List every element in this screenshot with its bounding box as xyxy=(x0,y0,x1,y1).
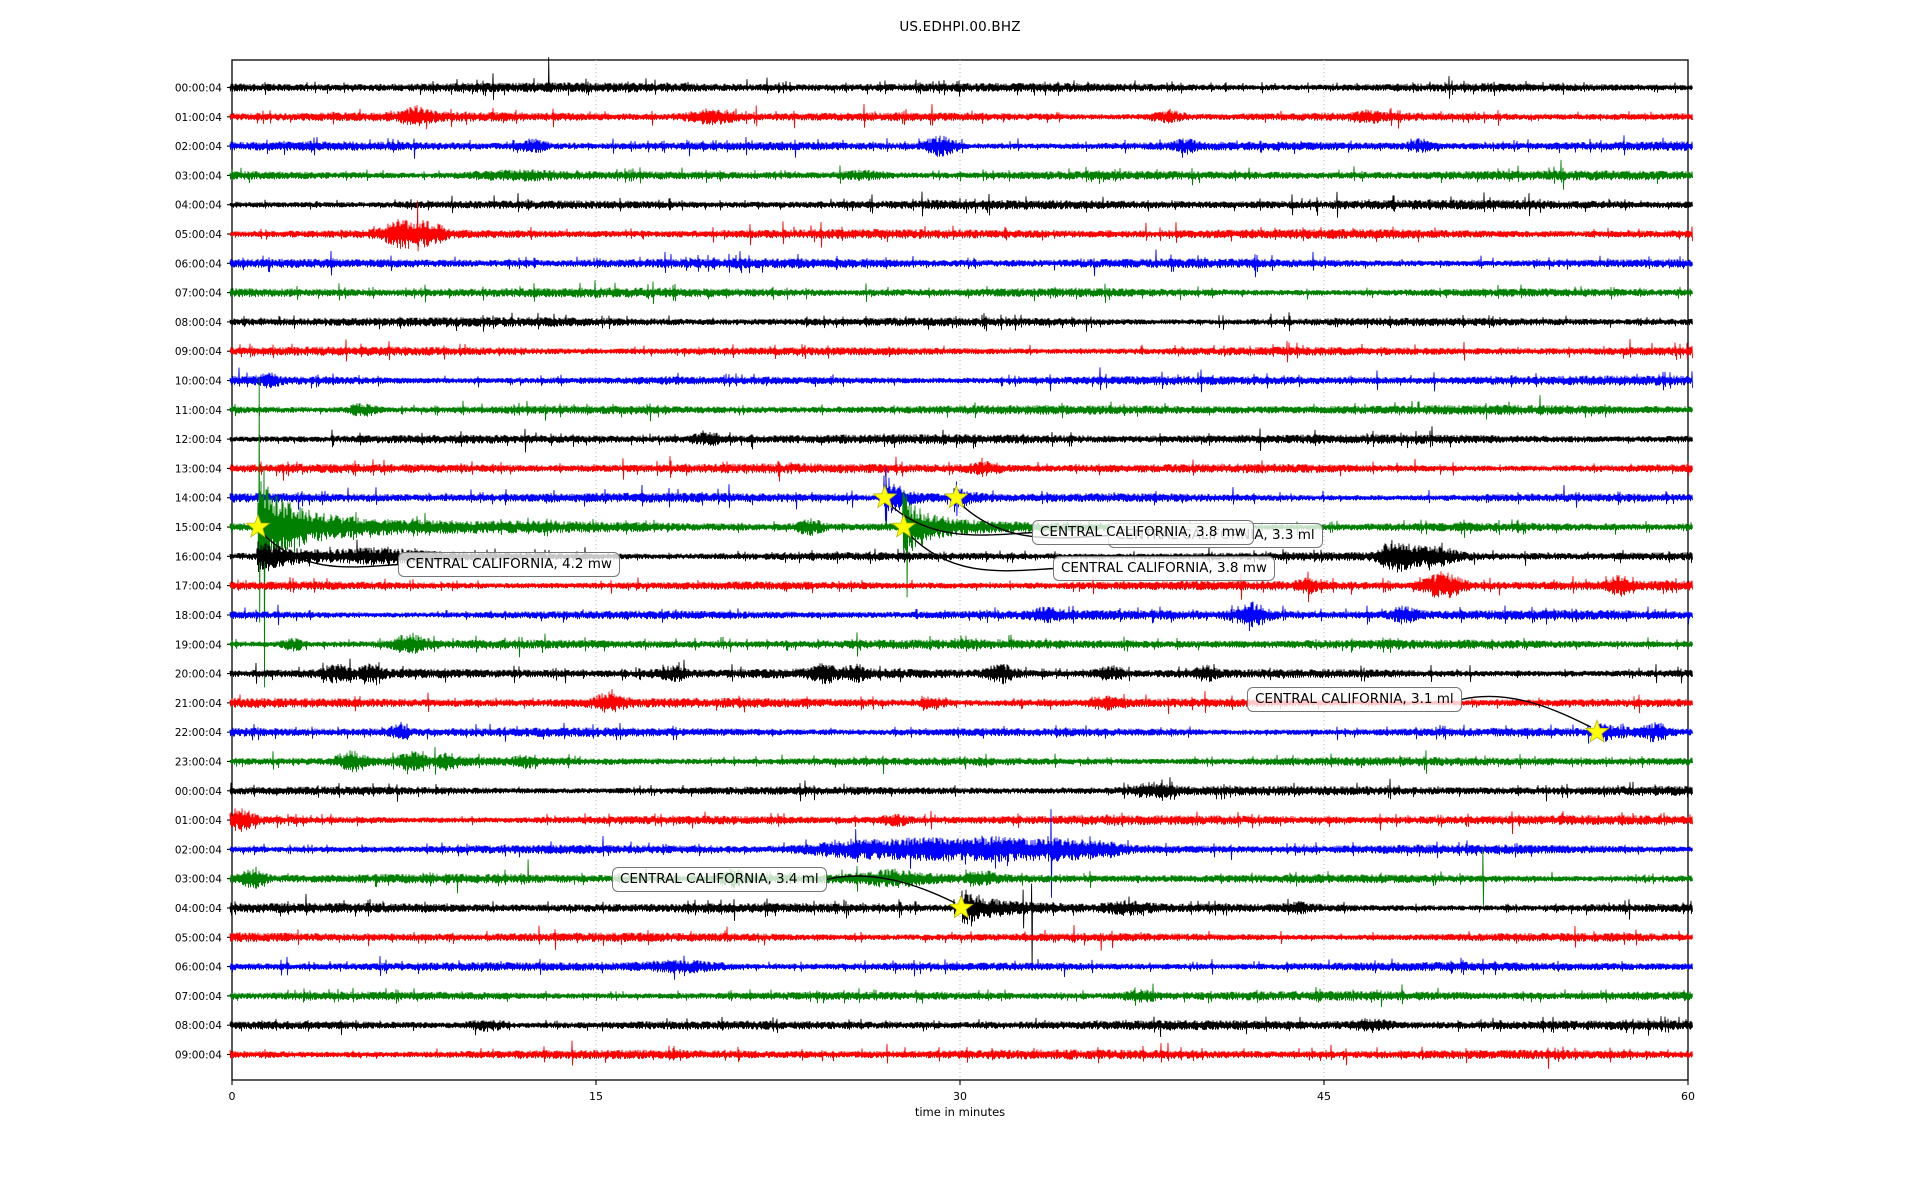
x-tick-label: 30 xyxy=(953,1090,967,1103)
seismic-trace-1 xyxy=(229,103,1693,130)
seismic-trace-32 xyxy=(229,1015,1693,1038)
y-tick-label: 09:00:04 xyxy=(175,346,222,358)
y-tick-label: 20:00:04 xyxy=(175,669,222,681)
seismic-trace-18 xyxy=(229,601,1693,632)
seismic-trace-21 xyxy=(229,689,1693,715)
y-tick-label: 06:00:04 xyxy=(175,258,222,270)
x-tick-label: 45 xyxy=(1317,1090,1331,1103)
y-tick-label: 00:00:04 xyxy=(175,83,222,95)
seismic-trace-23 xyxy=(229,746,1693,775)
y-tick-label: 10:00:04 xyxy=(175,376,222,388)
seismic-trace-15 xyxy=(229,376,1693,688)
seismic-trace-9 xyxy=(229,338,1693,363)
y-tick-label: 02:00:04 xyxy=(175,141,222,153)
seismic-trace-16 xyxy=(229,539,1693,573)
y-tick-label: 02:00:04 xyxy=(175,844,222,856)
seismic-trace-20 xyxy=(229,658,1693,686)
event-star-4 xyxy=(1584,719,1610,743)
seismic-trace-13 xyxy=(229,456,1693,482)
y-tick-label: 04:00:04 xyxy=(175,903,222,915)
y-tick-label: 17:00:04 xyxy=(175,581,222,593)
y-tick-label: 13:00:04 xyxy=(175,463,222,475)
seismic-trace-19 xyxy=(229,632,1693,658)
y-tick-label: 16:00:04 xyxy=(175,551,222,563)
annotation-connector-3 xyxy=(908,533,1055,572)
x-tick-label: 0 xyxy=(229,1090,236,1103)
seismic-trace-17 xyxy=(229,571,1693,603)
seismic-trace-29 xyxy=(229,924,1693,951)
y-tick-label: 08:00:04 xyxy=(175,317,222,329)
y-tick-label: 03:00:04 xyxy=(175,874,222,886)
y-tick-label: 05:00:04 xyxy=(175,229,222,241)
y-tick-label: 09:00:04 xyxy=(175,1049,222,1061)
y-tick-label: 04:00:04 xyxy=(175,200,222,212)
y-tick-label: 06:00:04 xyxy=(175,962,222,974)
seismic-trace-8 xyxy=(229,312,1693,332)
y-tick-label: 07:00:04 xyxy=(175,991,222,1003)
event-star-3 xyxy=(891,513,917,538)
x-axis-label: time in minutes xyxy=(914,1105,1006,1119)
seismic-trace-27 xyxy=(229,847,1693,908)
annotation-connector-4 xyxy=(1460,695,1592,728)
y-tick-label: 12:00:04 xyxy=(175,434,222,446)
event-star-1 xyxy=(872,484,898,509)
seismic-trace-7 xyxy=(229,280,1693,305)
annotation-connector-5 xyxy=(825,875,956,904)
event-star-5 xyxy=(948,894,974,919)
seismic-trace-6 xyxy=(229,249,1693,278)
y-tick-label: 23:00:04 xyxy=(175,756,222,768)
seismic-trace-25 xyxy=(229,808,1693,835)
y-tick-label: 21:00:04 xyxy=(175,698,222,710)
event-star-2 xyxy=(943,484,969,509)
plot-title: US.EDHPI.00.BHZ xyxy=(899,19,1021,35)
y-tick-label: 19:00:04 xyxy=(175,639,222,651)
event-star-0 xyxy=(245,513,271,538)
y-tick-label: 15:00:04 xyxy=(175,522,222,534)
seismic-trace-26 xyxy=(229,808,1693,898)
seismic-trace-4 xyxy=(229,191,1693,218)
seismic-trace-24 xyxy=(229,776,1693,802)
y-tick-label: 01:00:04 xyxy=(175,815,222,827)
seismic-trace-3 xyxy=(229,159,1693,190)
y-tick-label: 07:00:04 xyxy=(175,288,222,300)
y-tick-label: 22:00:04 xyxy=(175,727,222,739)
seismic-trace-12 xyxy=(229,426,1693,453)
seismic-trace-33 xyxy=(229,1040,1693,1069)
seismic-trace-31 xyxy=(229,983,1693,1007)
y-tick-label: 01:00:04 xyxy=(175,112,222,124)
seismic-trace-2 xyxy=(229,135,1693,159)
y-tick-label: 03:00:04 xyxy=(175,170,222,182)
seismic-trace-0 xyxy=(229,57,1693,100)
y-tick-label: 14:00:04 xyxy=(175,493,222,505)
seismic-trace-11 xyxy=(229,395,1693,422)
y-tick-label: 18:00:04 xyxy=(175,610,222,622)
y-tick-label: 11:00:04 xyxy=(175,405,222,417)
y-tick-label: 05:00:04 xyxy=(175,932,222,944)
x-tick-label: 60 xyxy=(1681,1090,1695,1103)
y-tick-label: 00:00:04 xyxy=(175,786,222,798)
seismic-trace-22 xyxy=(229,721,1693,744)
seismic-trace-30 xyxy=(229,955,1693,980)
seismic-trace-10 xyxy=(229,367,1693,393)
y-tick-label: 08:00:04 xyxy=(175,1020,222,1032)
x-tick-label: 15 xyxy=(589,1090,603,1103)
annotation-connector-0 xyxy=(262,533,400,568)
seismic-trace-5 xyxy=(229,200,1693,252)
